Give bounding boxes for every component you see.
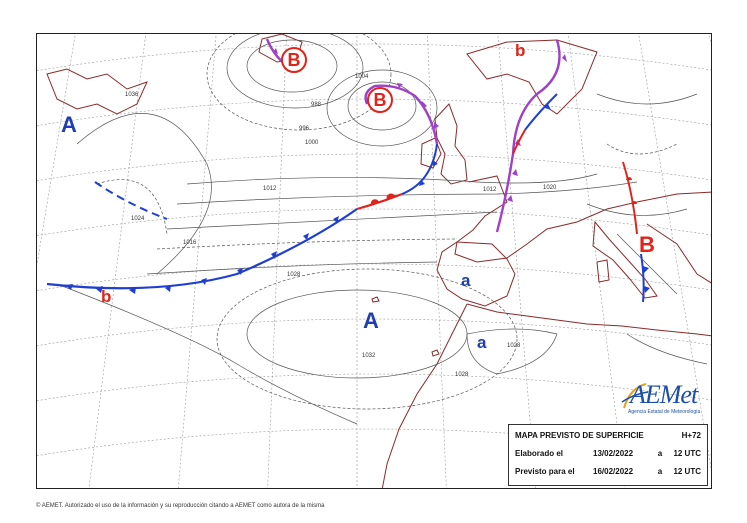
cold-front-atlantic xyxy=(46,208,358,294)
warm-front-scandinavia xyxy=(512,129,526,155)
high-pressure-label: A xyxy=(363,308,379,333)
isobar-label: 1020 xyxy=(543,185,557,191)
coast-italy xyxy=(592,220,658,299)
trough-west xyxy=(94,181,168,220)
coast-europe xyxy=(454,175,711,263)
coast-greenland xyxy=(46,68,148,115)
elaborated-date: 13/02/2022 xyxy=(593,449,634,458)
valid-time: 12 UTC xyxy=(673,467,701,476)
coast-canary xyxy=(431,349,440,357)
low-pressure-label: b xyxy=(101,287,112,306)
isobar-labels: 980 988 996 1000 1004 1012 1012 1016 102… xyxy=(125,66,557,378)
low-pressure-label: b xyxy=(515,41,526,60)
coast-west-africa xyxy=(381,303,468,488)
valid-date: 16/02/2022 xyxy=(593,467,634,476)
coast-sardinia xyxy=(596,259,610,283)
high-pressure-label: a xyxy=(477,333,487,352)
isobar-label: 1036 xyxy=(125,92,139,98)
coast-balkans xyxy=(646,223,711,284)
isobar-label: 996 xyxy=(299,126,310,132)
map-title: MAPA PREVISTO DE SUPERFICIE xyxy=(515,431,644,440)
forecast-info-box: MAPA PREVISTO DE SUPERFICIE H+72 Elabora… xyxy=(508,424,708,486)
coast-great-britain xyxy=(434,103,468,185)
isobar-label: 1024 xyxy=(131,216,145,222)
occluded-front-iceland xyxy=(364,83,439,145)
warm-front-channel xyxy=(356,192,403,211)
coast-ireland xyxy=(420,137,442,169)
valid-a: a xyxy=(657,467,663,476)
isobar-label: 1028 xyxy=(455,372,469,378)
isobar-label: 1016 xyxy=(183,240,197,246)
info-title-row: MAPA PREVISTO DE SUPERFICIE H+72 xyxy=(515,431,701,443)
info-elaborated-row: Elaborado el 13/02/2022 a 12 UTC xyxy=(515,449,701,461)
logo-mark xyxy=(621,383,649,409)
elaborated-time: 12 UTC xyxy=(673,449,701,458)
cold-front-italy xyxy=(640,253,650,303)
occluded-front-europe xyxy=(495,39,567,233)
low-pressure-label: B xyxy=(367,87,393,113)
coast-scandinavia xyxy=(466,39,598,115)
valid-label: Previsto para el xyxy=(515,467,575,476)
coast-north-africa xyxy=(466,303,711,337)
isobar-label: 1028 xyxy=(287,272,301,278)
high-pressure-label: A xyxy=(61,112,77,137)
info-valid-row: Previsto para el 16/02/2022 a 12 UTC xyxy=(515,467,701,479)
high-pressure-label: a xyxy=(461,271,471,290)
low-pressure-label: B xyxy=(281,47,307,73)
aemet-logo: AEMet Agencia Estatal de Meteorología xyxy=(620,380,710,420)
isobar-label: 1000 xyxy=(305,140,319,146)
cold-front-scandinavia xyxy=(524,93,558,131)
lead-time: H+72 xyxy=(681,431,701,440)
isobar-label: 1012 xyxy=(263,186,277,192)
elaborated-a: a xyxy=(657,449,663,458)
isobar-label: 988 xyxy=(311,102,322,108)
coast-azores xyxy=(371,296,380,303)
warm-front-italy xyxy=(622,161,638,235)
isobar-label: 1012 xyxy=(483,187,497,193)
weather-map: 980 988 996 1000 1004 1012 1012 1016 102… xyxy=(36,33,712,489)
cold-front-north-sea xyxy=(401,143,438,195)
copyright-footer: © AEMET. Autorizado el uso de la informa… xyxy=(36,503,325,509)
logo-subtitle: Agencia Estatal de Meteorología xyxy=(628,409,701,415)
isobars xyxy=(56,34,708,425)
low-pressure-label: B xyxy=(639,232,655,257)
logo-text: AEMet xyxy=(630,380,698,409)
isobar-label: 1004 xyxy=(355,74,369,80)
isobar-label: 1032 xyxy=(362,353,376,359)
elaborated-label: Elaborado el xyxy=(515,449,564,458)
isobar-label: 1028 xyxy=(507,343,521,349)
coast-iberia xyxy=(436,241,516,307)
